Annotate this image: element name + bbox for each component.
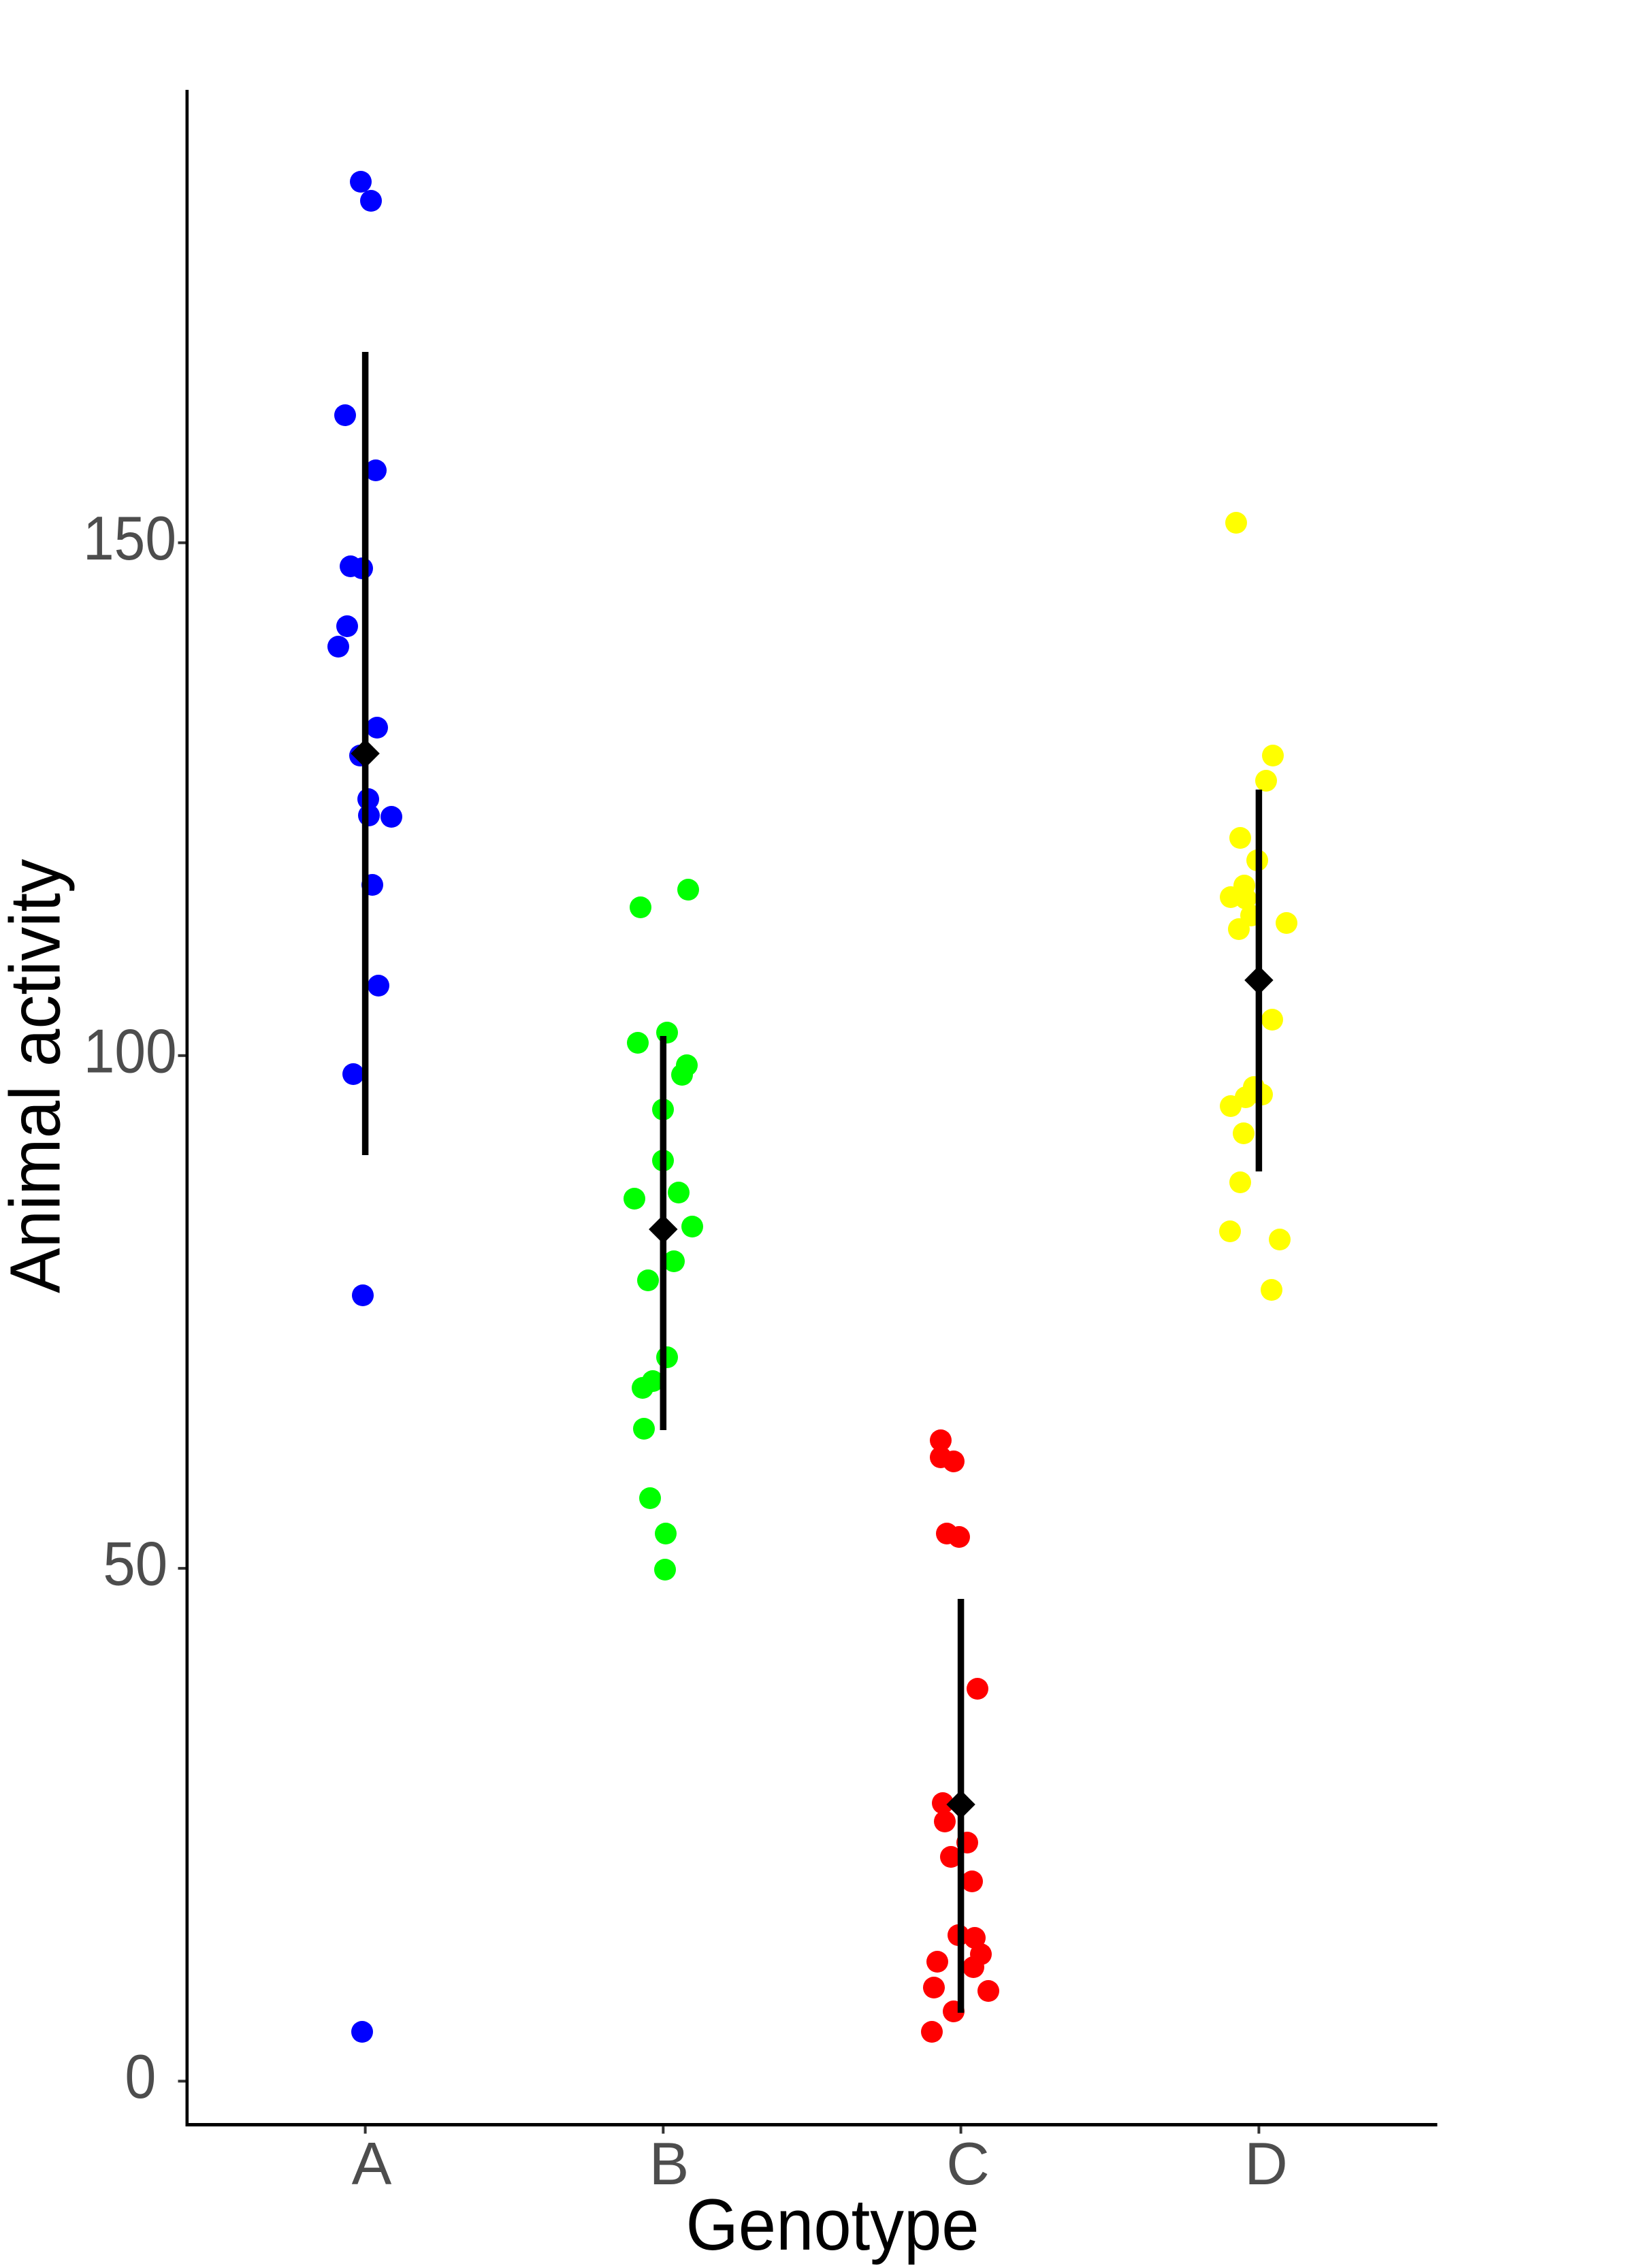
svg-text:100: 100	[84, 1017, 177, 1086]
svg-text:C: C	[946, 2130, 990, 2197]
svg-text:Animal activity: Animal activity	[0, 859, 75, 1293]
svg-text:D: D	[1244, 2130, 1288, 2197]
svg-text:50: 50	[103, 1530, 167, 1599]
svg-text:0: 0	[125, 2043, 156, 2111]
svg-text:B: B	[649, 2130, 690, 2197]
svg-text:A: A	[352, 2130, 392, 2197]
svg-text:Genotype: Genotype	[686, 2184, 980, 2265]
svg-text:150: 150	[83, 504, 176, 573]
